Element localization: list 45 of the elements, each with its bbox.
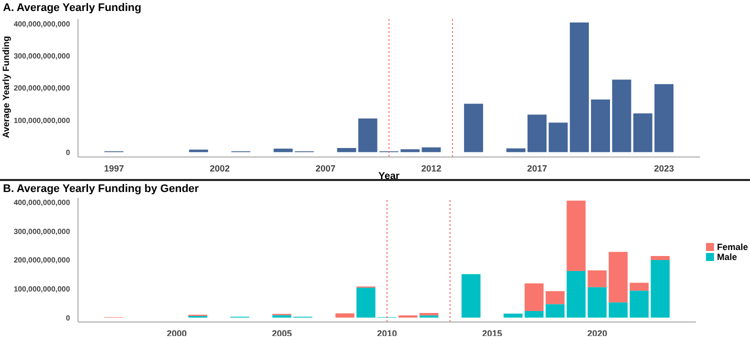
bar: [462, 274, 480, 318]
bar: [630, 282, 649, 291]
bar: [630, 290, 649, 318]
bar: [588, 270, 607, 288]
chart-title: A. Average Yearly Funding: [2, 1, 142, 16]
bar: [608, 252, 628, 302]
bar: [356, 288, 376, 318]
x-tick-label: 2012: [421, 163, 442, 174]
x-tick-label: 2007: [316, 163, 336, 174]
bar: [506, 148, 526, 152]
bar: [358, 118, 378, 152]
bar: [608, 302, 628, 318]
bar: [422, 147, 441, 152]
bar: [272, 315, 292, 318]
bar: [464, 104, 484, 152]
bar: [633, 113, 652, 152]
y-axis-title: Average Yearly Funding: [1, 35, 12, 138]
bar: [566, 200, 586, 271]
x-tick-label: 2017: [527, 163, 548, 174]
bar: [612, 80, 632, 152]
bar: [548, 122, 568, 152]
x-tick-label: 2023: [654, 163, 674, 174]
bar: [524, 283, 544, 312]
bar: [189, 150, 208, 152]
chart-title: B. Average Yearly Funding by Gender: [2, 182, 200, 197]
bar: [335, 313, 354, 318]
bar: [528, 114, 547, 152]
bar: [650, 256, 670, 260]
bar: [566, 270, 586, 318]
x-tick-label: 2002: [210, 163, 230, 174]
bar: [337, 148, 356, 152]
bar: [274, 148, 293, 152]
legend-label: Male: [717, 252, 738, 262]
x-tick-label: 1997: [104, 163, 124, 174]
bar: [546, 304, 565, 318]
bar: [570, 22, 589, 152]
bar: [524, 311, 544, 318]
bar: [654, 84, 674, 152]
bar: [588, 287, 607, 318]
bar: [590, 100, 610, 152]
bar: [546, 291, 565, 304]
bar: [504, 314, 523, 318]
legend-label: Female: [717, 242, 748, 252]
x-axis-title: Year: [378, 171, 400, 182]
bar: [650, 260, 670, 318]
